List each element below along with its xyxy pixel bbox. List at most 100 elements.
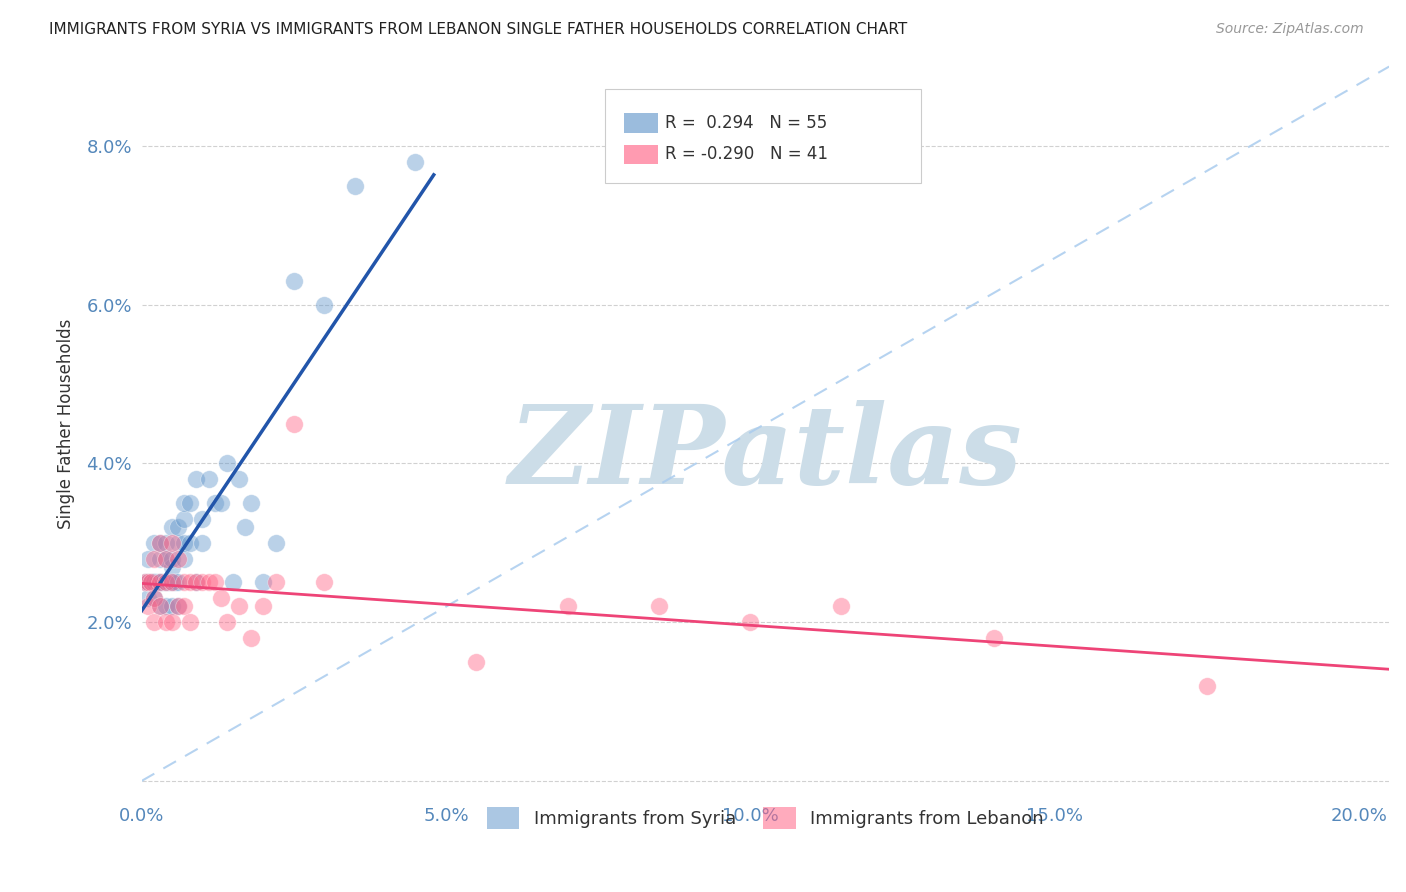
- Point: [173, 599, 195, 614]
- Text: Source: ZipAtlas.com: Source: ZipAtlas.com: [1216, 22, 1364, 37]
- Point: [465, 655, 488, 669]
- Point: [142, 575, 165, 590]
- Point: [149, 575, 172, 590]
- Point: [160, 599, 183, 614]
- Point: [173, 512, 195, 526]
- Point: [136, 599, 159, 614]
- Point: [160, 551, 183, 566]
- Point: [173, 551, 195, 566]
- Point: [136, 591, 159, 606]
- Point: [149, 599, 172, 614]
- Point: [252, 575, 274, 590]
- Point: [233, 520, 256, 534]
- Point: [136, 551, 159, 566]
- Point: [197, 472, 219, 486]
- Point: [983, 631, 1005, 645]
- Point: [173, 536, 195, 550]
- Point: [204, 575, 226, 590]
- Point: [215, 615, 238, 629]
- Point: [264, 575, 287, 590]
- Point: [160, 575, 183, 590]
- Text: ZIPatlas: ZIPatlas: [509, 400, 1022, 508]
- Point: [191, 512, 214, 526]
- Point: [179, 496, 201, 510]
- Point: [228, 472, 250, 486]
- Point: [209, 496, 232, 510]
- Point: [167, 520, 190, 534]
- Point: [136, 575, 159, 590]
- Point: [179, 575, 201, 590]
- Legend: Immigrants from Syria, Immigrants from Lebanon: Immigrants from Syria, Immigrants from L…: [479, 800, 1052, 837]
- Point: [228, 599, 250, 614]
- Point: [240, 631, 263, 645]
- Point: [165, 575, 187, 590]
- Point: [648, 599, 671, 614]
- Point: [186, 472, 208, 486]
- Point: [252, 599, 274, 614]
- Point: [142, 551, 165, 566]
- Point: [222, 575, 245, 590]
- Point: [160, 536, 183, 550]
- Point: [142, 591, 165, 606]
- Point: [142, 591, 165, 606]
- Point: [160, 520, 183, 534]
- Point: [134, 575, 156, 590]
- Point: [149, 575, 172, 590]
- Point: [155, 615, 177, 629]
- Point: [215, 457, 238, 471]
- Point: [155, 599, 177, 614]
- Point: [155, 536, 177, 550]
- Point: [314, 298, 336, 312]
- Text: R =  0.294   N = 55: R = 0.294 N = 55: [665, 114, 827, 132]
- Point: [173, 496, 195, 510]
- Point: [155, 551, 177, 566]
- Point: [160, 615, 183, 629]
- Point: [149, 551, 172, 566]
- Point: [557, 599, 579, 614]
- Point: [157, 575, 180, 590]
- Point: [149, 536, 172, 550]
- Point: [155, 551, 177, 566]
- Point: [149, 599, 172, 614]
- Point: [314, 575, 336, 590]
- Point: [179, 536, 201, 550]
- Y-axis label: Single Father Households: Single Father Households: [58, 318, 75, 529]
- Point: [155, 575, 177, 590]
- Point: [152, 575, 174, 590]
- Point: [186, 575, 208, 590]
- Point: [191, 575, 214, 590]
- Text: R = -0.290   N = 41: R = -0.290 N = 41: [665, 145, 828, 163]
- Point: [167, 599, 190, 614]
- Point: [155, 575, 177, 590]
- Point: [146, 575, 169, 590]
- Point: [240, 496, 263, 510]
- Point: [167, 536, 190, 550]
- Point: [142, 575, 165, 590]
- Point: [139, 575, 162, 590]
- Point: [149, 575, 172, 590]
- Point: [149, 536, 172, 550]
- Point: [283, 274, 305, 288]
- Point: [142, 536, 165, 550]
- Point: [186, 575, 208, 590]
- Point: [405, 154, 427, 169]
- Point: [343, 178, 366, 193]
- Point: [204, 496, 226, 510]
- Point: [134, 575, 156, 590]
- Point: [179, 615, 201, 629]
- Text: IMMIGRANTS FROM SYRIA VS IMMIGRANTS FROM LEBANON SINGLE FATHER HOUSEHOLDS CORREL: IMMIGRANTS FROM SYRIA VS IMMIGRANTS FROM…: [49, 22, 907, 37]
- Point: [139, 575, 162, 590]
- Point: [173, 575, 195, 590]
- Point: [167, 551, 190, 566]
- Point: [167, 575, 190, 590]
- Point: [283, 417, 305, 431]
- Point: [142, 615, 165, 629]
- Point: [197, 575, 219, 590]
- Point: [740, 615, 762, 629]
- Point: [136, 575, 159, 590]
- Point: [160, 559, 183, 574]
- Point: [167, 599, 190, 614]
- Point: [830, 599, 852, 614]
- Point: [160, 575, 183, 590]
- Point: [1195, 679, 1218, 693]
